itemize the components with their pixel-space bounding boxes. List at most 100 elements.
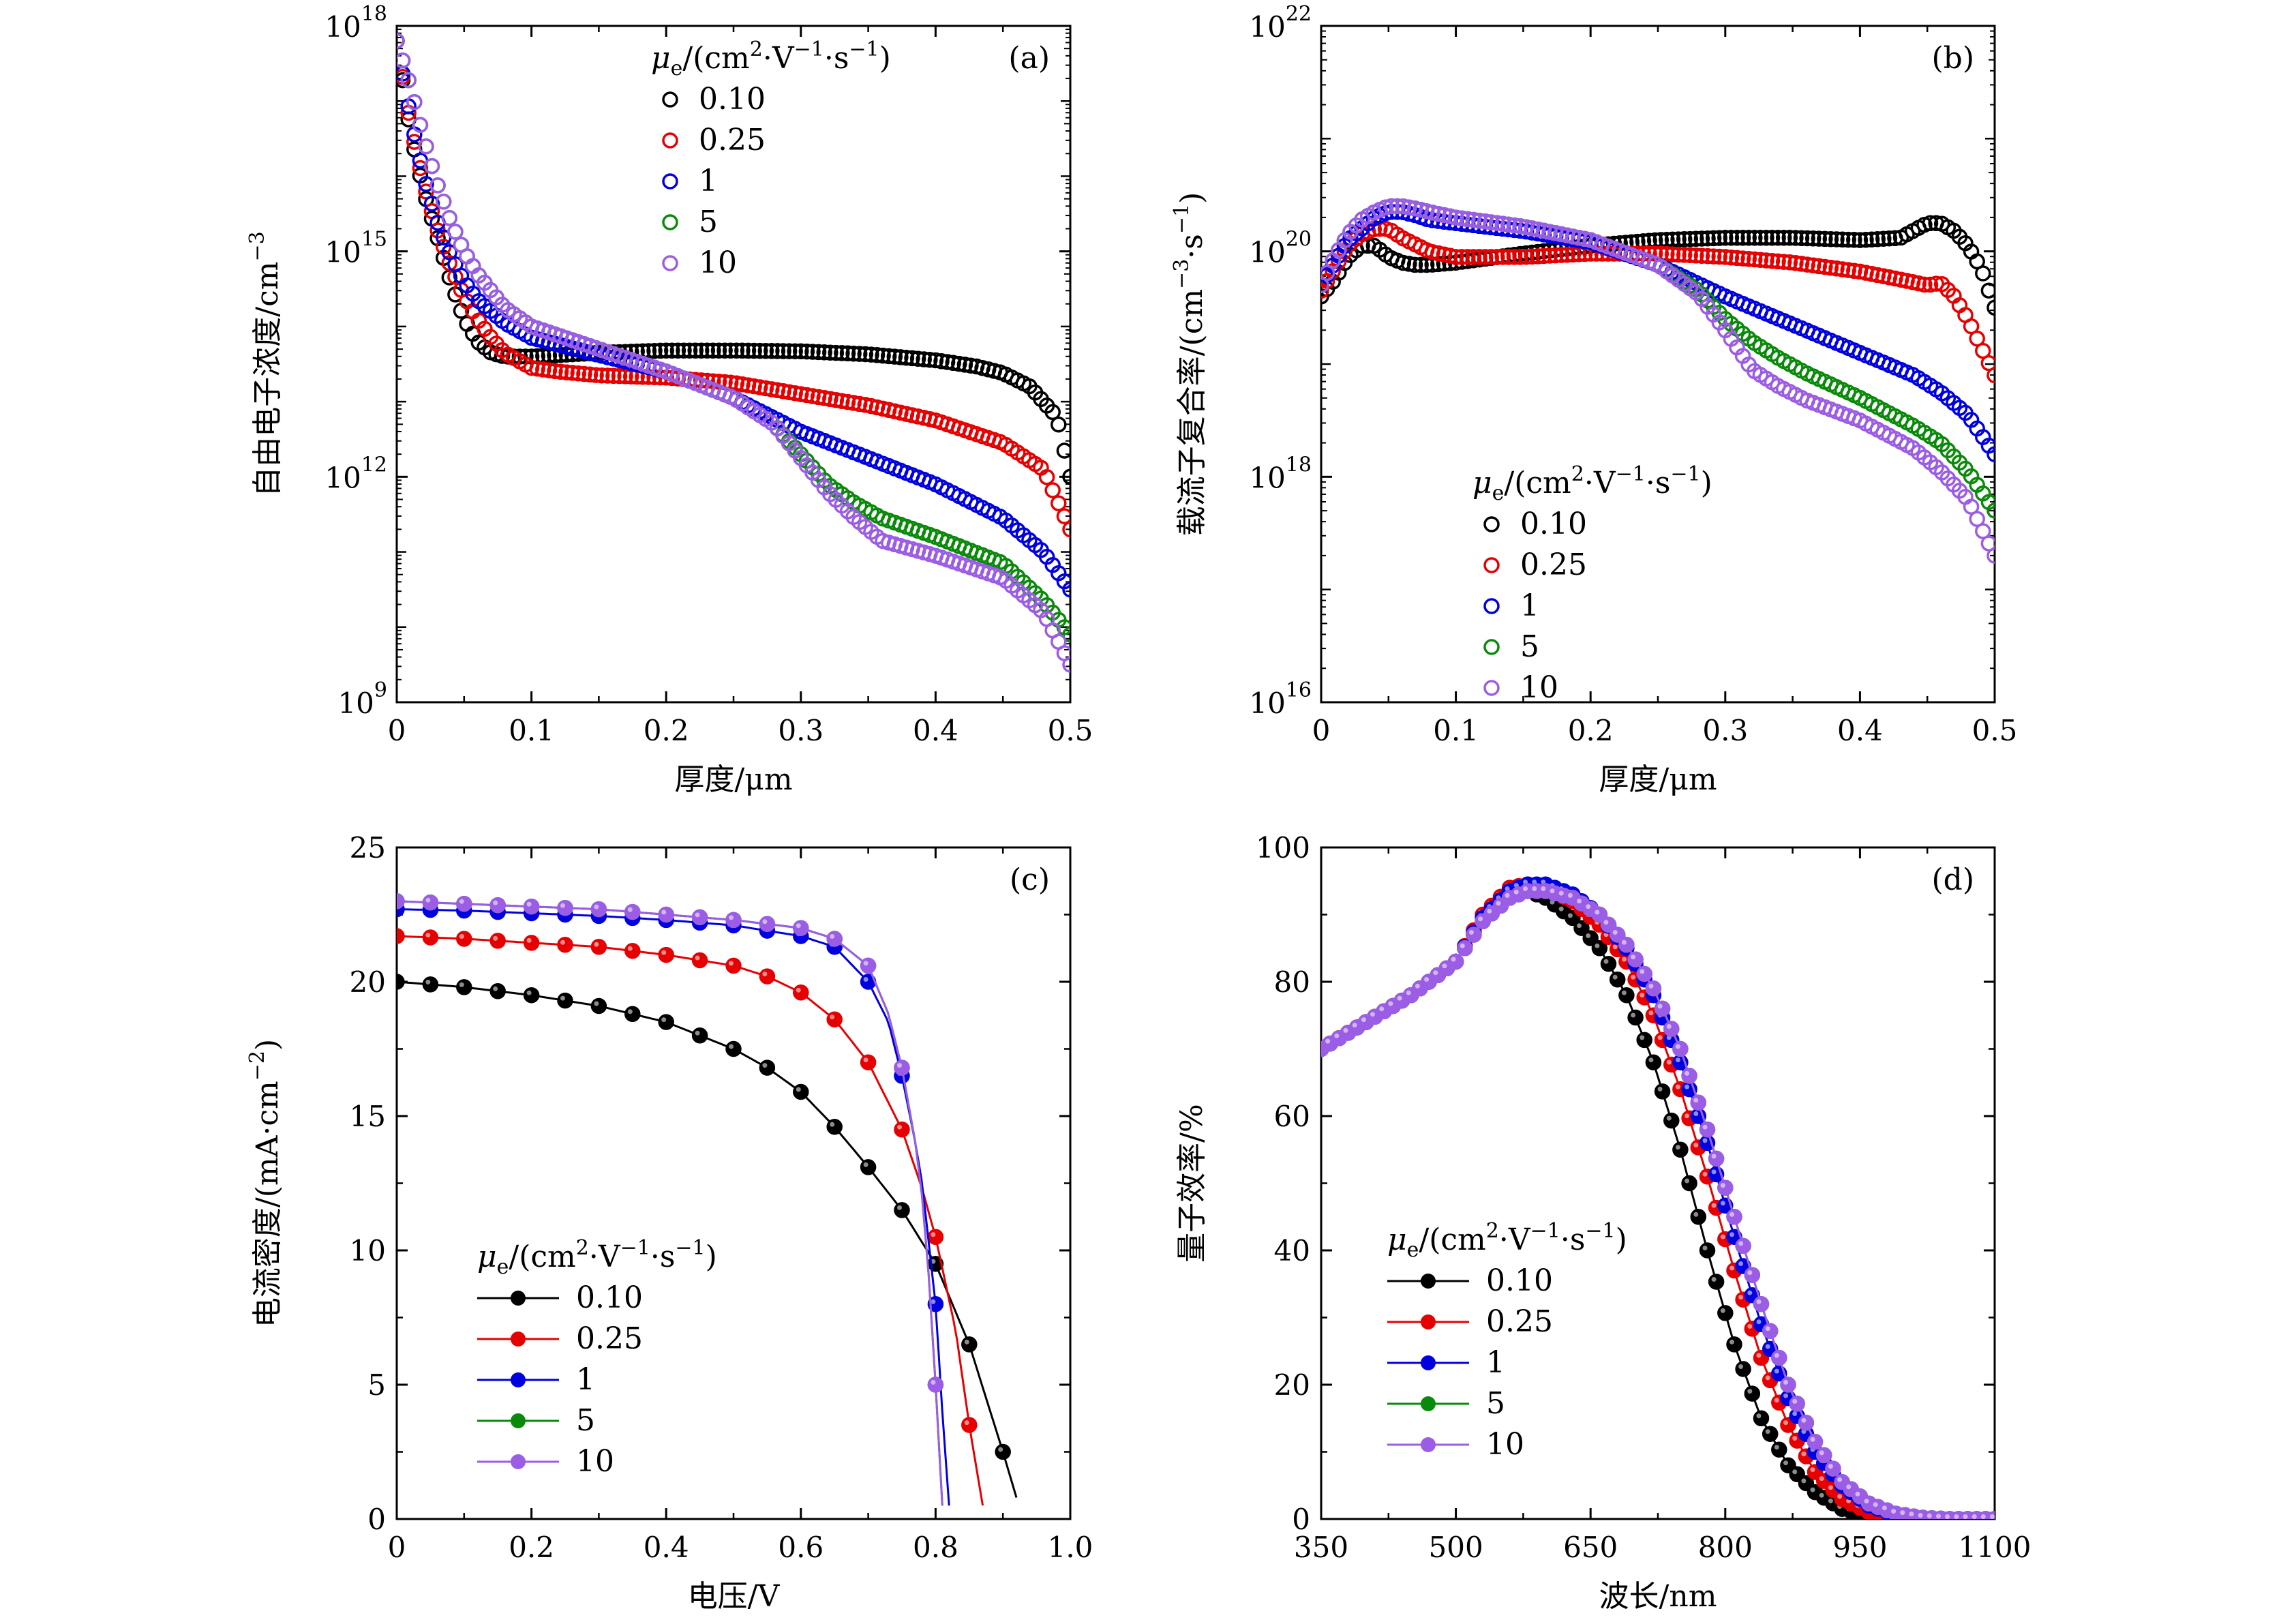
legend-marker [1483, 598, 1500, 614]
data-point [1987, 367, 1995, 384]
marker-highlight [695, 1030, 700, 1036]
data-point [441, 255, 458, 271]
legend-item: 5 [1387, 1386, 1505, 1421]
y-axis-label: 自由电子浓度/cm−3 [245, 231, 285, 496]
marker-highlight [1909, 1512, 1914, 1517]
data-point [489, 933, 506, 949]
data-point [822, 391, 839, 408]
data-point [1535, 222, 1552, 239]
data-point [764, 381, 780, 397]
marker-highlight [1648, 1010, 1654, 1016]
legend-item: 10 [477, 1444, 614, 1479]
legend-item: 0.10 [477, 1280, 643, 1315]
data-point [456, 979, 472, 995]
data-point [1822, 259, 1839, 276]
marker-highlight [1567, 913, 1573, 918]
marker-highlight [1325, 1038, 1331, 1044]
x-tick-label: 1100 [1959, 1531, 2031, 1564]
y-tick-label: 80 [1274, 965, 1310, 999]
data-point [1530, 248, 1546, 265]
data-point [1457, 940, 1473, 957]
data-point [541, 362, 558, 378]
legend-title: μe/(cm2·V−1·s−1) [651, 37, 891, 80]
data-point [1535, 247, 1552, 265]
legend-item: 10 [1483, 670, 1558, 705]
data-point [1771, 1349, 1787, 1366]
data-point [1852, 263, 1869, 280]
data-point [652, 342, 669, 359]
data-point [1807, 1433, 1824, 1450]
data-point [834, 345, 850, 361]
data-point [1787, 230, 1804, 246]
data-point [658, 1014, 674, 1030]
data-point [775, 383, 791, 400]
y-tick-label: 25 [350, 831, 386, 864]
data-point [1711, 230, 1727, 246]
data-point [557, 937, 573, 953]
marker-highlight [1783, 1420, 1788, 1426]
marker-highlight [729, 961, 734, 966]
data-point [1044, 482, 1061, 498]
marker-highlight [1693, 1111, 1699, 1116]
data-point [1466, 927, 1482, 943]
x-tick-label: 0.5 [1972, 714, 2018, 747]
data-point [1740, 251, 1757, 267]
marker-highlight [1505, 886, 1510, 891]
marker-highlight [695, 955, 700, 961]
data-point [1735, 1237, 1751, 1254]
data-point [1442, 247, 1458, 264]
marker-highlight [1702, 1138, 1708, 1143]
data-point [904, 407, 920, 423]
data-point [746, 342, 762, 359]
legend-title: μe/(cm2·V−1·s−1) [1387, 1219, 1627, 1262]
data-point [927, 1377, 944, 1393]
legend-marker [1421, 1314, 1436, 1329]
data-point [1635, 233, 1652, 250]
marker-highlight [1747, 1270, 1753, 1276]
data-point [728, 375, 745, 392]
data-point [716, 342, 733, 359]
marker-highlight [661, 909, 667, 915]
data-point [1705, 248, 1722, 265]
data-point [759, 916, 776, 933]
data-point [793, 386, 809, 402]
data-point [860, 1159, 877, 1175]
marker-highlight [796, 987, 801, 993]
data-point [1775, 254, 1792, 270]
data-point [412, 160, 429, 177]
x-tick-label: 0.6 [778, 1531, 824, 1564]
marker-highlight [796, 1087, 801, 1092]
series-10 [1321, 198, 1995, 564]
data-point [1708, 1150, 1725, 1167]
data-point [1471, 249, 1487, 265]
data-point [1383, 198, 1400, 215]
data-point [839, 393, 856, 410]
marker-highlight [1828, 1464, 1833, 1469]
data-point [1436, 207, 1453, 224]
marker-highlight [1702, 1246, 1708, 1250]
data-point [557, 992, 573, 1009]
marker-highlight [1828, 1485, 1833, 1490]
data-point [1062, 657, 1070, 673]
data-point [995, 1443, 1011, 1460]
marker-highlight [1577, 899, 1582, 904]
marker-highlight [729, 915, 734, 920]
legend-marker [662, 214, 678, 230]
x-tick-label: 0.5 [1048, 714, 1093, 747]
data-point [1758, 230, 1774, 246]
data-point [1436, 246, 1453, 263]
marker-highlight [661, 950, 667, 955]
data-point [593, 367, 610, 384]
marker-highlight [459, 899, 464, 904]
data-point [489, 983, 506, 999]
marker-highlight [1631, 954, 1636, 960]
data-point [1690, 1209, 1707, 1225]
legend-label: 5 [1520, 629, 1539, 664]
legend-marker [511, 1454, 526, 1469]
data-point [793, 984, 809, 1001]
marker-highlight [1631, 974, 1636, 980]
data-point [691, 1027, 708, 1044]
data-point [927, 352, 944, 369]
data-point [828, 391, 845, 408]
series-0.25 [397, 928, 984, 1506]
